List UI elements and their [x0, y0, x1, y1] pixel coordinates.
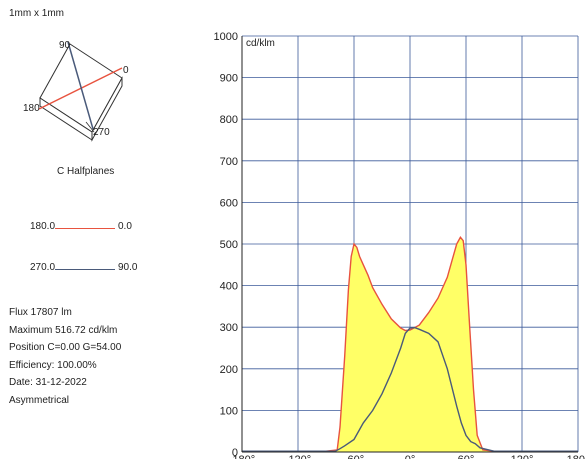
y-tick-label: 100	[220, 405, 238, 417]
y-tick-label: 800	[220, 114, 238, 126]
x-tick-label: 0°	[405, 454, 416, 459]
x-tick-label: -120°	[285, 454, 311, 459]
y-tick-label: 400	[220, 281, 238, 293]
x-tick-label: 60°	[458, 454, 475, 459]
y-tick-label: 500	[220, 239, 238, 251]
y-tick-label: 900	[220, 73, 238, 85]
y-tick-label: 300	[220, 322, 238, 334]
y-tick-label: 700	[220, 156, 238, 168]
x-tick-label: 120°	[511, 454, 534, 459]
y-tick-label: 1000	[214, 31, 238, 43]
x-tick-label: -180°	[229, 454, 255, 459]
unit-label: cd/klm	[246, 38, 275, 49]
y-tick-label: 200	[220, 364, 238, 376]
x-tick-label: -60°	[344, 454, 364, 459]
x-tick-label: 180°	[567, 454, 585, 459]
y-tick-label: 600	[220, 197, 238, 209]
